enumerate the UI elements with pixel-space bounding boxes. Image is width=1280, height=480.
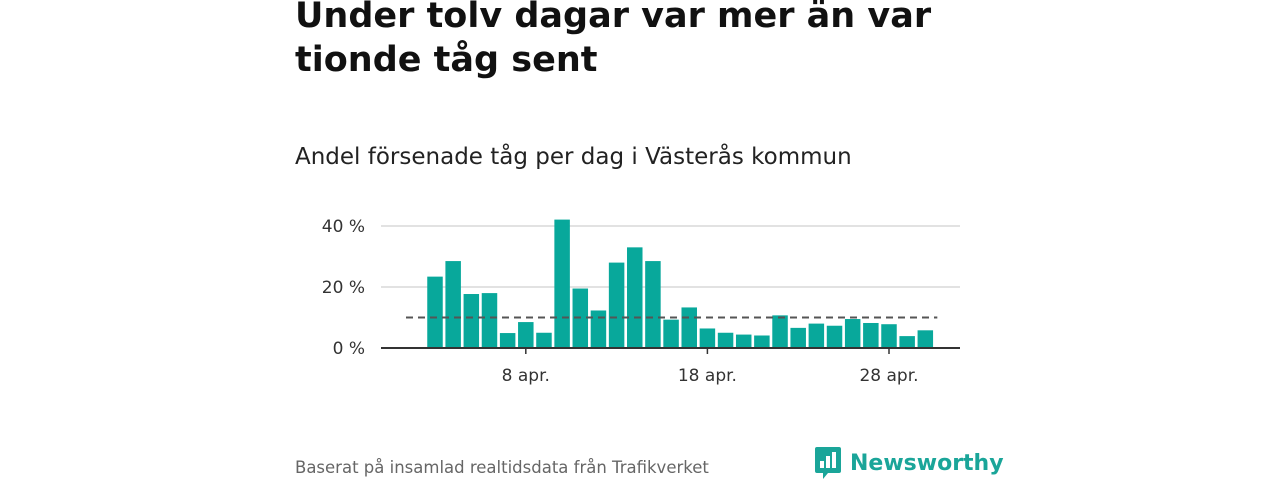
bar-chart: 0 % 20 % 40 % 8 apr. 18 apr. 28 apr. xyxy=(322,217,960,386)
bar xyxy=(717,332,734,348)
bar xyxy=(899,336,915,348)
y-tick-label: 20 % xyxy=(322,278,365,298)
bar xyxy=(772,315,788,348)
y-tick-label: 0 % xyxy=(333,339,365,359)
bar xyxy=(699,328,716,348)
bar xyxy=(590,310,607,348)
bar xyxy=(481,293,498,348)
y-tick-label: 40 % xyxy=(322,217,365,237)
bar xyxy=(844,319,861,348)
bar xyxy=(445,261,461,348)
bar xyxy=(881,324,897,348)
bar xyxy=(518,322,534,348)
bar xyxy=(826,325,843,348)
bar xyxy=(427,276,443,348)
bar xyxy=(735,334,752,348)
bar xyxy=(536,332,552,348)
bar xyxy=(681,307,697,348)
bar xyxy=(917,330,934,348)
page-title: Under tolv dagar var mer än var tionde t… xyxy=(295,0,932,80)
bar xyxy=(499,333,516,348)
newsworthy-logo-icon xyxy=(815,447,841,479)
x-tick-label: 28 apr. xyxy=(859,366,918,386)
bar xyxy=(463,294,480,348)
bar xyxy=(808,323,825,348)
x-tick-label: 8 apr. xyxy=(502,366,550,386)
brand-logo: Newsworthy xyxy=(814,446,1004,480)
bar xyxy=(663,319,679,348)
bar xyxy=(608,262,625,348)
x-tick-label: 18 apr. xyxy=(678,366,737,386)
bar xyxy=(790,327,806,348)
source-note: Baserat på insamlad realtidsdata från Tr… xyxy=(295,458,709,477)
bar xyxy=(754,335,770,348)
bar xyxy=(627,247,643,348)
bar xyxy=(863,322,879,348)
brand-name: Newsworthy xyxy=(850,450,1004,476)
bar xyxy=(645,261,661,348)
chart-subtitle: Andel försenade tåg per dag i Västerås k… xyxy=(295,144,852,170)
bar xyxy=(554,219,570,348)
